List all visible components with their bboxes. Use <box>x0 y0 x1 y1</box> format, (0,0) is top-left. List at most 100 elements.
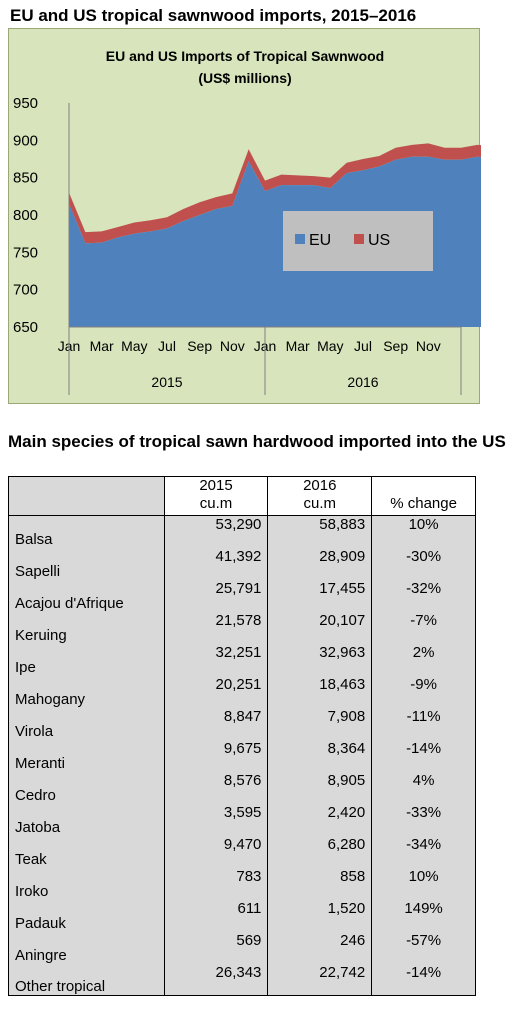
figure-title: EU and US tropical sawnwood imports, 201… <box>10 6 417 25</box>
chart-area: EU and US Imports of Tropical Sawnwood (… <box>8 28 481 404</box>
table-row: Iroko 783 858 10% <box>8 867 476 900</box>
y-tick-label: 650 <box>13 319 38 336</box>
value-2016: 58,883 <box>267 515 373 548</box>
table-row: Other tropical 26,343 22,742 -14% <box>8 963 476 996</box>
x-tick-label: Sep <box>383 338 408 354</box>
value-2016: 7,908 <box>267 707 373 740</box>
value-2015: 9,470 <box>163 835 269 868</box>
value-2016: 28,909 <box>267 547 373 580</box>
table-row: Aningre 569 246 -57% <box>8 931 476 964</box>
value-2015: 20,251 <box>163 675 269 708</box>
value-2016: 2,420 <box>267 803 373 836</box>
table-row: Virola 8,847 7,908 -11% <box>8 707 476 740</box>
species-name: Other tropical <box>8 963 165 996</box>
x-tick-label: Nov <box>220 338 245 354</box>
header-2016: 2016 cu.m <box>267 476 373 516</box>
pct-change: -11% <box>371 707 476 740</box>
x-tick-label: Mar <box>90 338 114 354</box>
y-tick-label: 750 <box>13 244 38 261</box>
species-name: Jatoba <box>8 803 165 836</box>
value-2016: 32,963 <box>267 643 373 676</box>
value-2016: 18,463 <box>267 675 373 708</box>
species-name: Meranti <box>8 739 165 772</box>
pct-change: -30% <box>371 547 476 580</box>
species-name: Keruing <box>8 611 165 644</box>
value-2016: 20,107 <box>267 611 373 644</box>
table-row: Keruing 21,578 20,107 -7% <box>8 611 476 644</box>
table-row: Sapelli 41,392 28,909 -30% <box>8 547 476 580</box>
pct-change: -34% <box>371 835 476 868</box>
y-tick-label: 900 <box>13 132 38 149</box>
value-2015: 41,392 <box>163 547 269 580</box>
pct-change: 149% <box>371 899 476 932</box>
pct-change: 4% <box>371 771 476 804</box>
x-tick-label: Nov <box>416 338 441 354</box>
x-tick-label: May <box>121 338 147 354</box>
y-tick-label: 700 <box>13 282 38 299</box>
table-row: Balsa 53,290 58,883 10% <box>8 515 476 548</box>
table-header-row: 2015 cu.m 2016 cu.m % change <box>8 476 476 516</box>
year-label: 2016 <box>347 374 378 390</box>
species-name: Iroko <box>8 867 165 900</box>
species-name: Padauk <box>8 899 165 932</box>
legend-label-eu: EU <box>309 232 331 249</box>
pct-change: 10% <box>371 515 476 548</box>
x-tick-label: Jul <box>158 338 176 354</box>
species-name: Ipe <box>8 643 165 676</box>
pct-change: 2% <box>371 643 476 676</box>
header-2015-year: 2015 <box>199 477 233 494</box>
table-row: Ipe 32,251 32,963 2% <box>8 643 476 676</box>
y-tick-label: 800 <box>13 207 38 224</box>
value-2015: 611 <box>163 899 269 932</box>
species-name: Teak <box>8 835 165 868</box>
species-name: Acajou d'Afrique <box>8 579 165 612</box>
value-2015: 21,578 <box>163 611 269 644</box>
value-2015: 3,595 <box>163 803 269 836</box>
table-row: Jatoba 3,595 2,420 -33% <box>8 803 476 836</box>
value-2015: 25,791 <box>163 579 269 612</box>
value-2016: 858 <box>267 867 373 900</box>
species-name: Cedro <box>8 771 165 804</box>
header-2016-year: 2016 <box>303 477 337 494</box>
imports-area-chart: EU and US Imports of Tropical Sawnwood (… <box>13 48 481 395</box>
x-tick-label: May <box>317 338 343 354</box>
species-table: 2015 cu.m 2016 cu.m % change Balsa 53,290 58… <box>8 476 476 996</box>
value-2016: 17,455 <box>267 579 373 612</box>
year-label: 2015 <box>151 374 182 390</box>
pct-change: -32% <box>371 579 476 612</box>
value-2015: 32,251 <box>163 643 269 676</box>
header-pct-change: % change <box>371 476 476 516</box>
value-2015: 783 <box>163 867 269 900</box>
value-2015: 8,576 <box>163 771 269 804</box>
x-tick-label: Mar <box>286 338 310 354</box>
series-eu-area <box>69 156 481 327</box>
pct-change: -57% <box>371 931 476 964</box>
chart-title-line1: EU and US Imports of Tropical Sawnwood <box>106 48 384 64</box>
species-name: Balsa <box>8 515 165 548</box>
species-name: Aningre <box>8 931 165 964</box>
species-name: Sapelli <box>8 547 165 580</box>
value-2015: 569 <box>163 931 269 964</box>
header-species <box>8 476 165 516</box>
header-2015-unit: cu.m <box>199 495 233 512</box>
value-2016: 246 <box>267 931 373 964</box>
table-row: Meranti 9,675 8,364 -14% <box>8 739 476 772</box>
legend-swatch-us <box>354 234 364 244</box>
table-title: Main species of tropical sawn hardwood i… <box>8 432 506 451</box>
value-2015: 26,343 <box>163 963 269 996</box>
table-row: Padauk 611 1,520 149% <box>8 899 476 932</box>
table-row: Cedro 8,576 8,905 4% <box>8 771 476 804</box>
value-2016: 6,280 <box>267 835 373 868</box>
legend-swatch-eu <box>295 234 305 244</box>
value-2015: 8,847 <box>163 707 269 740</box>
x-tick-label: Jul <box>354 338 372 354</box>
pct-change: 10% <box>371 867 476 900</box>
value-2015: 53,290 <box>163 515 269 548</box>
header-2015: 2015 cu.m <box>163 476 269 516</box>
series-us-area <box>69 143 481 244</box>
x-tick-label: Sep <box>187 338 212 354</box>
pct-change: -14% <box>371 739 476 772</box>
table-row: Mahogany 20,251 18,463 -9% <box>8 675 476 708</box>
species-name: Virola <box>8 707 165 740</box>
species-name: Mahogany <box>8 675 165 708</box>
